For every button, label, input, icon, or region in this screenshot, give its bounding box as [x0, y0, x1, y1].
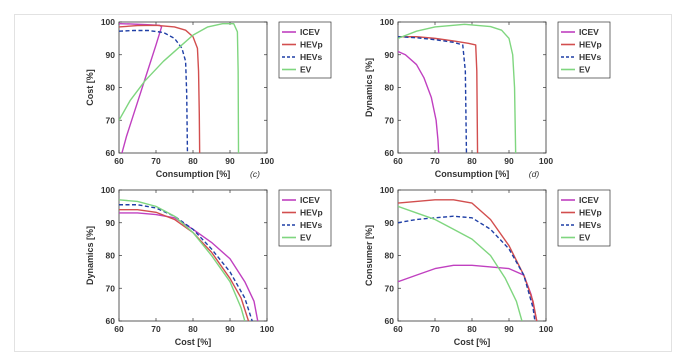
- x-axis-label: Cost [%]: [175, 337, 212, 347]
- x-tick-label: 100: [539, 156, 553, 166]
- x-tick-label: 60: [114, 324, 124, 334]
- panel-label: (d): [529, 169, 540, 179]
- x-tick-label: 70: [151, 324, 161, 334]
- series-line-hevp: [398, 199, 538, 321]
- series-line-icev: [119, 22, 163, 153]
- y-tick-label: 80: [106, 251, 116, 261]
- x-tick-label: 70: [430, 156, 440, 166]
- y-tick-label: 100: [101, 17, 115, 27]
- series-line-icev: [398, 50, 440, 153]
- x-axis-label: Consumption [%]: [435, 169, 510, 179]
- legend-label: HEVp: [300, 40, 323, 50]
- series-line-ev: [119, 199, 246, 321]
- x-tick-label: 60: [393, 324, 403, 334]
- y-tick-label: 80: [106, 83, 116, 93]
- y-tick-label: 70: [106, 283, 116, 293]
- series-line-ev: [119, 22, 240, 153]
- legend-label: EV: [579, 65, 591, 75]
- y-tick-label: 100: [380, 17, 394, 27]
- x-axis-label: Consumption [%]: [156, 169, 231, 179]
- series-line-ev: [398, 23, 517, 153]
- y-tick-label: 60: [385, 148, 395, 158]
- x-tick-label: 90: [504, 156, 514, 166]
- x-tick-label: 80: [467, 324, 477, 334]
- legend-label: EV: [579, 233, 591, 243]
- legend-label: ICEV: [579, 195, 599, 205]
- series-line-hevs: [119, 29, 189, 153]
- y-tick-label: 80: [385, 83, 395, 93]
- legend-label: HEVp: [300, 208, 323, 218]
- x-tick-label: 100: [539, 324, 553, 334]
- legend-label: HEVs: [300, 220, 322, 230]
- x-tick-label: 90: [225, 156, 235, 166]
- x-axis-label: Cost [%]: [454, 337, 491, 347]
- plot-area: [118, 21, 268, 154]
- y-axis-label: Dynamics [%]: [85, 226, 95, 285]
- legend-label: HEVs: [579, 52, 601, 62]
- series-line-ev: [398, 205, 523, 321]
- series-line-hevs: [398, 215, 536, 321]
- legend-label: ICEV: [300, 27, 320, 37]
- legend-label: HEVp: [579, 208, 602, 218]
- y-tick-label: 90: [385, 218, 395, 228]
- series-line-icev: [119, 212, 259, 321]
- x-tick-label: 90: [504, 324, 514, 334]
- y-axis-label: Dynamics [%]: [364, 58, 374, 117]
- y-tick-label: 60: [385, 316, 395, 326]
- y-tick-label: 100: [380, 185, 394, 195]
- x-tick-label: 60: [393, 156, 403, 166]
- x-tick-label: 100: [260, 156, 274, 166]
- x-tick-label: 100: [260, 324, 274, 334]
- x-tick-label: 70: [151, 156, 161, 166]
- legend-label: HEVp: [579, 40, 602, 50]
- plot-area: [397, 189, 547, 322]
- x-tick-label: 80: [467, 156, 477, 166]
- y-tick-label: 100: [101, 185, 115, 195]
- legend-label: EV: [300, 233, 312, 243]
- series-line-hevp: [119, 24, 201, 153]
- y-tick-label: 70: [106, 115, 116, 125]
- legend-label: ICEV: [300, 195, 320, 205]
- legend-label: EV: [300, 65, 312, 75]
- y-axis-label: Consumer [%]: [364, 225, 374, 286]
- series-line-hevp: [398, 36, 479, 153]
- legend-label: HEVs: [579, 220, 601, 230]
- y-tick-label: 90: [106, 50, 116, 60]
- y-tick-label: 90: [385, 50, 395, 60]
- x-tick-label: 80: [188, 324, 198, 334]
- legend-label: HEVs: [300, 52, 322, 62]
- chart-panel: (c) 60 70 80 90 100 60 70 80 90 100 Cost [%] Dynamic…: [85, 169, 332, 347]
- chart-panel: (d) 60 70 80 90 100 60 70 80 90 100 Cost [%] Consume…: [364, 169, 611, 347]
- x-tick-label: 60: [114, 156, 124, 166]
- y-tick-label: 60: [106, 316, 116, 326]
- x-tick-label: 90: [225, 324, 235, 334]
- y-tick-label: 90: [106, 218, 116, 228]
- panel-label: (c): [250, 169, 260, 179]
- y-tick-label: 70: [385, 283, 395, 293]
- legend-label: ICEV: [579, 27, 599, 37]
- y-tick-label: 70: [385, 115, 395, 125]
- series-line-hevs: [398, 36, 468, 153]
- y-tick-label: 80: [385, 251, 395, 261]
- y-axis-label: Cost [%]: [85, 69, 95, 106]
- plot-area: [397, 21, 547, 154]
- x-tick-label: 70: [430, 324, 440, 334]
- series-line-hevs: [119, 204, 253, 321]
- x-tick-label: 80: [188, 156, 198, 166]
- plot-area: [118, 189, 268, 322]
- y-tick-label: 60: [106, 148, 116, 158]
